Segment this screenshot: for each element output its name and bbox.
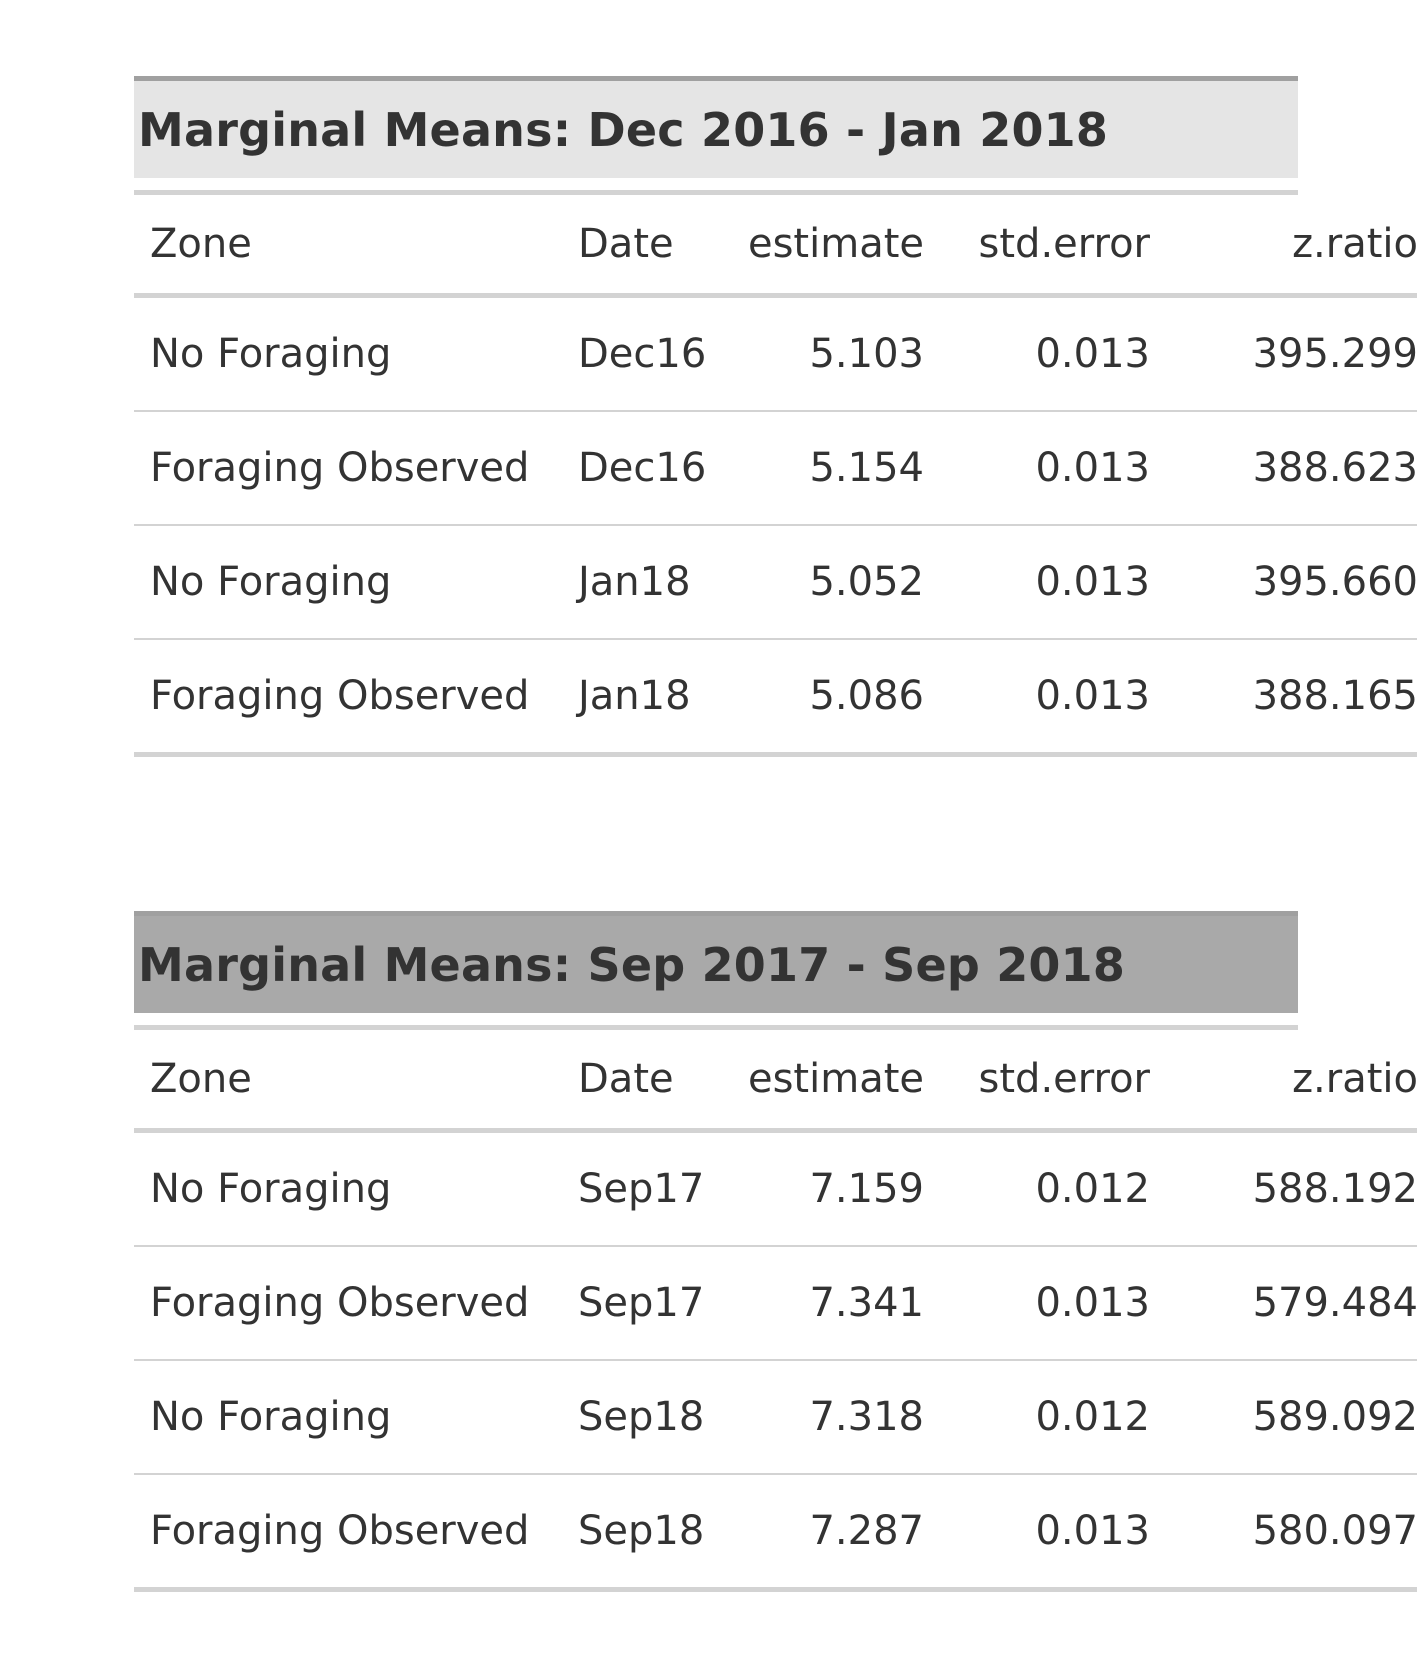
table-row: No Foraging Jan18 5.052 0.013 395.660 <box>134 525 1417 640</box>
table-row: No Foraging Sep17 7.159 0.012 588.192 <box>134 1130 1417 1247</box>
cell-std-error: 0.013 <box>938 1246 1164 1361</box>
table-row: Foraging Observed Sep18 7.287 0.013 580.… <box>134 1474 1417 1592</box>
table-title: Marginal Means: Sep 2017 - Sep 2018 <box>138 937 1126 992</box>
cell-std-error: 0.013 <box>938 525 1164 640</box>
column-header-date: Date <box>572 195 728 298</box>
cell-estimate: 7.287 <box>728 1474 938 1592</box>
column-header-estimate: estimate <box>728 195 938 298</box>
cell-date: Sep17 <box>572 1130 728 1247</box>
table-row: Foraging Observed Sep17 7.341 0.013 579.… <box>134 1246 1417 1361</box>
cell-estimate: 5.154 <box>728 411 938 526</box>
table-row: No Foraging Sep18 7.318 0.012 589.092 <box>134 1360 1417 1475</box>
cell-z-ratio: 395.660 <box>1164 525 1417 640</box>
table-row: Foraging Observed Dec16 5.154 0.013 388.… <box>134 411 1417 526</box>
cell-zone: No Foraging <box>134 525 572 640</box>
cell-zone: Foraging Observed <box>134 639 572 757</box>
cell-estimate: 7.341 <box>728 1246 938 1361</box>
cell-z-ratio: 579.484 <box>1164 1246 1417 1361</box>
cell-date: Dec16 <box>572 411 728 526</box>
cell-zone: No Foraging <box>134 295 572 412</box>
cell-z-ratio: 580.097 <box>1164 1474 1417 1592</box>
cell-date: Dec16 <box>572 295 728 412</box>
table-row: Foraging Observed Jan18 5.086 0.013 388.… <box>134 639 1417 757</box>
cell-std-error: 0.013 <box>938 411 1164 526</box>
cell-zone: Foraging Observed <box>134 1246 572 1361</box>
data-table: Zone Date estimate std.error z.ratio No … <box>134 195 1417 757</box>
column-header-z-ratio: z.ratio <box>1164 195 1417 298</box>
cell-std-error: 0.012 <box>938 1130 1164 1247</box>
cell-std-error: 0.013 <box>938 639 1164 757</box>
column-header-zone: Zone <box>134 1030 572 1133</box>
cell-estimate: 7.159 <box>728 1130 938 1247</box>
cell-date: Jan18 <box>572 525 728 640</box>
cell-z-ratio: 388.623 <box>1164 411 1417 526</box>
cell-std-error: 0.013 <box>938 295 1164 412</box>
cell-estimate: 5.086 <box>728 639 938 757</box>
cell-estimate: 5.103 <box>728 295 938 412</box>
cell-estimate: 5.052 <box>728 525 938 640</box>
column-header-estimate: estimate <box>728 1030 938 1133</box>
header-row: Zone Date estimate std.error z.ratio <box>134 195 1417 298</box>
cell-zone: No Foraging <box>134 1360 572 1475</box>
table-title-bar: Marginal Means: Sep 2017 - Sep 2018 <box>134 911 1298 1013</box>
cell-estimate: 7.318 <box>728 1360 938 1475</box>
cell-z-ratio: 395.299 <box>1164 295 1417 412</box>
table-title: Marginal Means: Dec 2016 - Jan 2018 <box>138 102 1109 157</box>
title-divider <box>134 1013 1298 1030</box>
cell-std-error: 0.012 <box>938 1360 1164 1475</box>
cell-zone: Foraging Observed <box>134 1474 572 1592</box>
header-row: Zone Date estimate std.error z.ratio <box>134 1030 1417 1133</box>
column-header-zone: Zone <box>134 195 572 298</box>
marginal-means-table-dec2016-jan2018: Marginal Means: Dec 2016 - Jan 2018 Zone… <box>134 76 1417 757</box>
data-table: Zone Date estimate std.error z.ratio No … <box>134 1030 1417 1592</box>
title-divider <box>134 178 1298 195</box>
cell-zone: Foraging Observed <box>134 411 572 526</box>
cell-z-ratio: 589.092 <box>1164 1360 1417 1475</box>
cell-date: Jan18 <box>572 639 728 757</box>
column-header-std-error: std.error <box>938 195 1164 298</box>
column-header-date: Date <box>572 1030 728 1133</box>
cell-z-ratio: 588.192 <box>1164 1130 1417 1247</box>
column-header-z-ratio: z.ratio <box>1164 1030 1417 1133</box>
cell-std-error: 0.013 <box>938 1474 1164 1592</box>
cell-z-ratio: 388.165 <box>1164 639 1417 757</box>
cell-date: Sep17 <box>572 1246 728 1361</box>
cell-date: Sep18 <box>572 1360 728 1475</box>
column-header-std-error: std.error <box>938 1030 1164 1133</box>
cell-zone: No Foraging <box>134 1130 572 1247</box>
marginal-means-table-sep2017-sep2018: Marginal Means: Sep 2017 - Sep 2018 Zone… <box>134 911 1417 1592</box>
cell-date: Sep18 <box>572 1474 728 1592</box>
table-row: No Foraging Dec16 5.103 0.013 395.299 <box>134 295 1417 412</box>
table-title-bar: Marginal Means: Dec 2016 - Jan 2018 <box>134 76 1298 178</box>
